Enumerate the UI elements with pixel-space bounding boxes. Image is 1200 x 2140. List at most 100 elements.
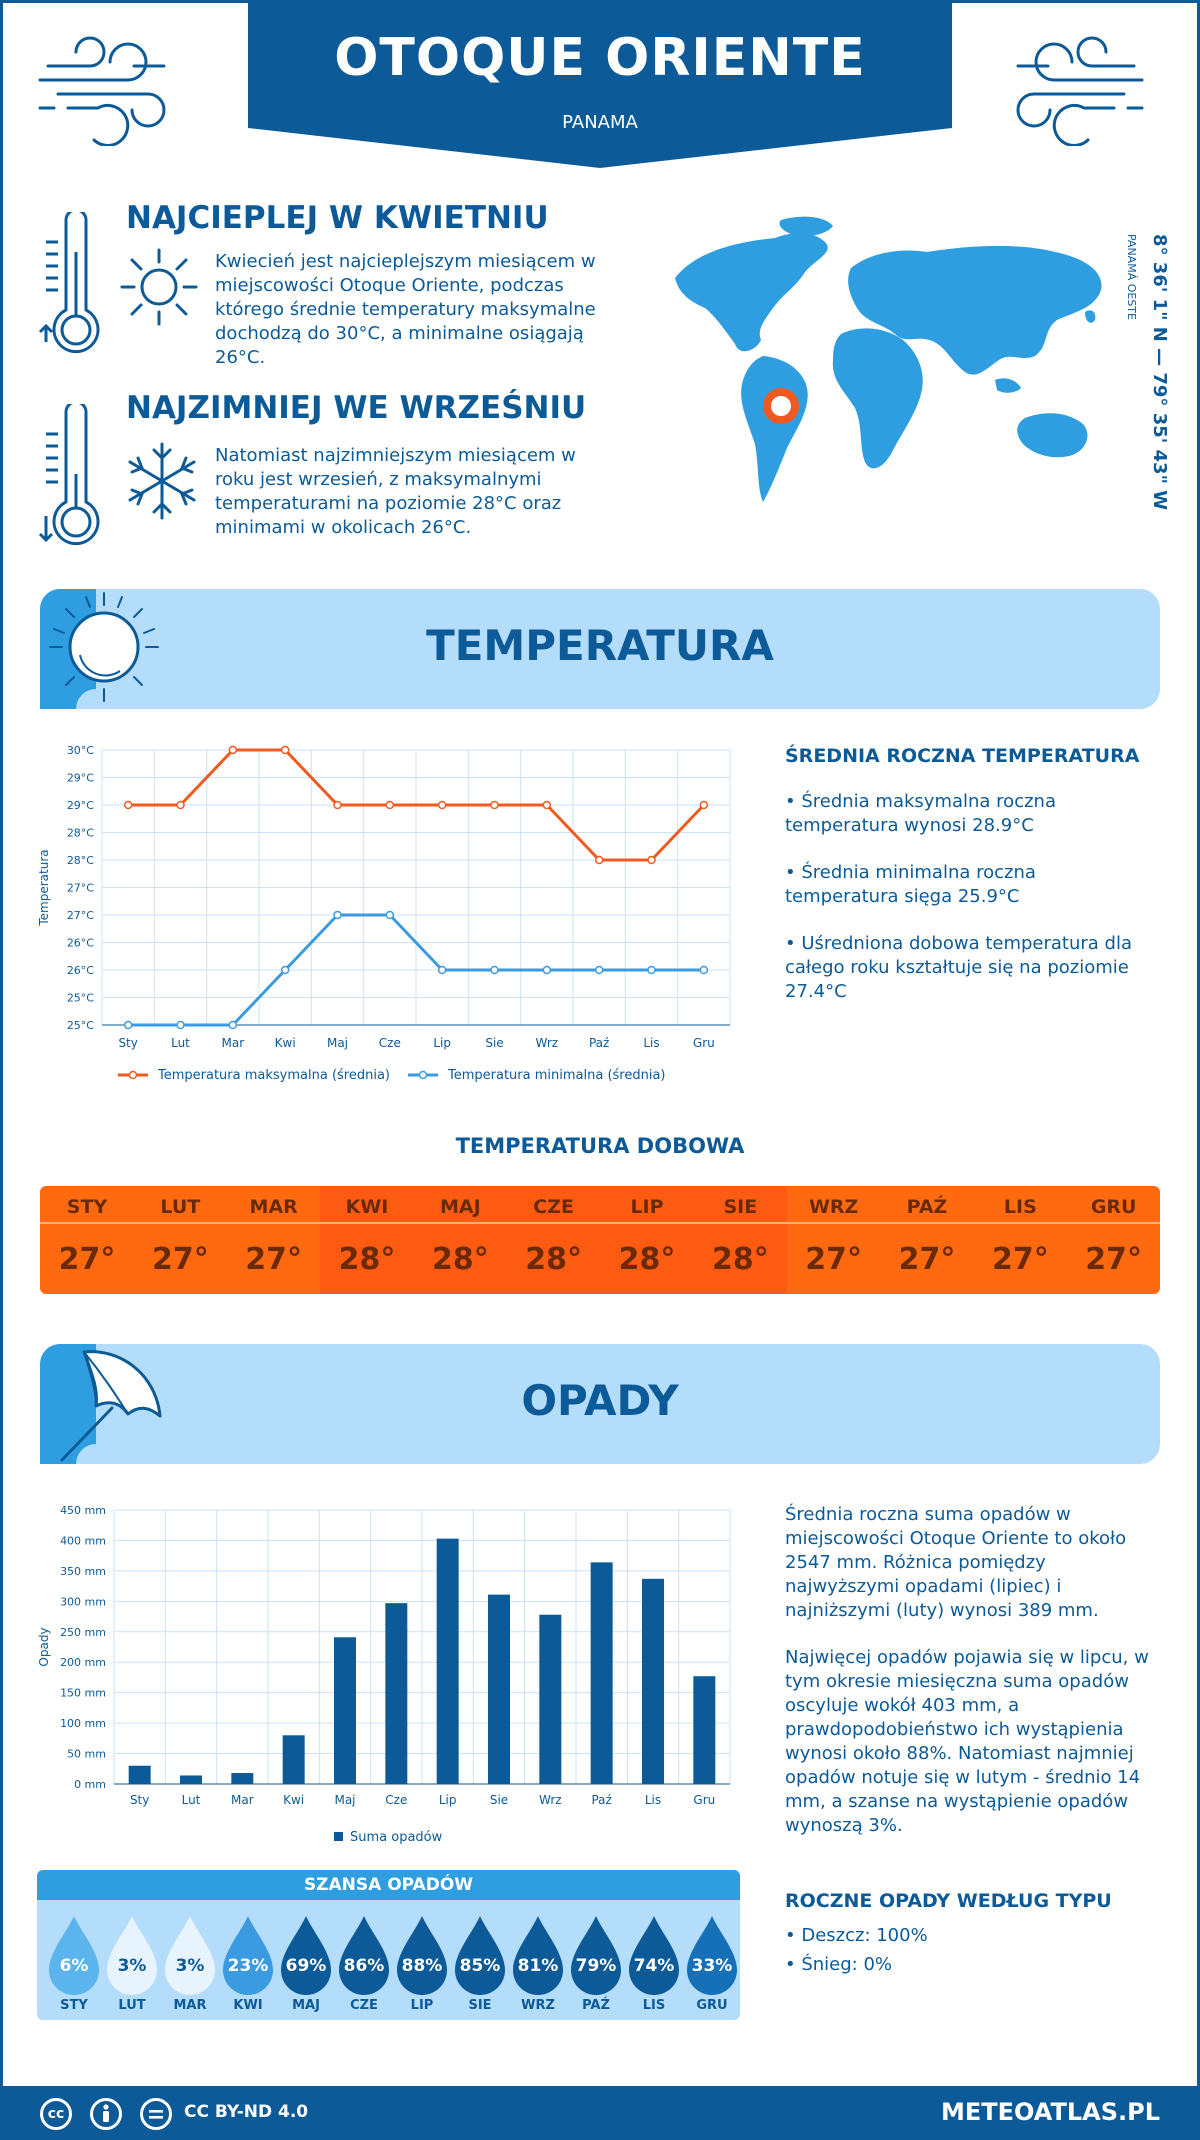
precip-type-rain: • Deszcz: 100% <box>785 1925 928 1946</box>
cc-icon: cc <box>40 2098 72 2130</box>
bar <box>590 1562 613 1784</box>
rain-chance-month: LIP <box>410 1998 434 2013</box>
x-tick-label: Lis <box>645 1793 661 1807</box>
precip-text-1: Średnia roczna suma opadów w miejscowośc… <box>785 1504 1127 1621</box>
bar <box>436 1538 459 1784</box>
y-tick-label: 27°C <box>67 882 94 895</box>
sun-icon <box>120 248 198 326</box>
warmest-text: Kwiecień jest najcieplejszym miesiącem w… <box>215 251 596 368</box>
x-tick-label: Mar <box>222 1036 245 1050</box>
daily-temperature-cell: WRZ 27° <box>786 1186 881 1294</box>
data-point <box>699 800 709 810</box>
data-point <box>542 800 552 810</box>
daily-temperature-cell: STY 27° <box>40 1186 134 1294</box>
daily-month-label: MAJ <box>439 1196 481 1218</box>
site-link[interactable]: METEOATLAS.PL <box>940 2098 1160 2126</box>
legend-label: Temperatura minimalna (średnia) <box>447 1068 665 1083</box>
daily-temperature-value: 27° <box>805 1242 863 1277</box>
daily-month-label: KWI <box>345 1196 389 1218</box>
y-tick-label: 29°C <box>67 799 94 812</box>
data-point <box>490 800 499 810</box>
y-tick-label: 250 mm <box>60 1626 106 1639</box>
x-tick-label: Gru <box>693 1793 715 1807</box>
y-tick-label: 400 mm <box>60 1534 106 1547</box>
daily-temperature-value: 27° <box>991 1242 1049 1277</box>
daily-month-label: PAŹ <box>906 1196 948 1218</box>
raindrop-icon <box>165 1916 215 1995</box>
x-tick-label: Sie <box>485 1036 503 1050</box>
rain-chance-panel: SZANSA OPADÓW 6% STY 3% LUT 3% MAR 23% KWI 69% MA… <box>37 1870 740 2020</box>
bar <box>231 1773 254 1784</box>
daily-temperature-value: 28° <box>711 1242 769 1277</box>
y-tick-label: 28°C <box>67 827 94 840</box>
daily-month-label: LUT <box>160 1196 201 1218</box>
license-label: CC BY-ND 4.0 <box>184 2102 309 2122</box>
raindrop-icon <box>49 1916 99 1995</box>
raindrop-icon <box>339 1916 389 1995</box>
snowflake-icon <box>128 442 196 520</box>
location-marker <box>763 388 799 424</box>
bar <box>693 1676 716 1784</box>
x-tick-label: Sty <box>130 1793 149 1807</box>
data-point <box>333 910 342 920</box>
precip-banner: OPADY <box>40 1344 1160 1464</box>
thermometer-warm-icon <box>38 212 100 354</box>
y-axis-label: Opady <box>37 1627 51 1666</box>
header-ribbon <box>248 0 952 168</box>
x-tick-label: Lip <box>433 1036 451 1050</box>
data-point <box>385 910 395 920</box>
rain-chance-value: 85% <box>459 1956 501 1976</box>
temperature-bullet-3: • Uśredniona dobowa temperatura dla całe… <box>785 933 1133 1002</box>
bar <box>488 1594 510 1784</box>
daily-temperature-value: 28° <box>431 1242 489 1277</box>
world-map <box>675 216 1102 502</box>
region-text: PANAMÁ OESTE <box>1125 234 1138 320</box>
sun-banner-icon <box>40 589 159 709</box>
precip-type-title: ROCZNE OPADY WEDŁUG TYPU <box>785 1890 1112 1912</box>
daily-temperature-cell: PAŹ 27° <box>880 1186 974 1294</box>
daily-month-label: LIS <box>1003 1196 1037 1218</box>
y-tick-label: 27°C <box>67 909 94 922</box>
bar <box>282 1735 305 1784</box>
y-tick-label: 25°C <box>67 992 94 1005</box>
bar <box>334 1637 356 1784</box>
raindrop-icon <box>571 1916 621 1995</box>
x-tick-label: Wrz <box>536 1036 559 1050</box>
x-tick-label: Lis <box>643 1036 659 1050</box>
daily-month-label: SIE <box>723 1196 758 1218</box>
region-block: PANAMÁ OESTE <box>1122 234 1138 354</box>
bar <box>128 1765 151 1784</box>
rain-chance-month: LUT <box>118 1998 146 2013</box>
x-tick-label: Kwi <box>283 1793 304 1807</box>
y-tick-label: 300 mm <box>60 1595 106 1608</box>
y-tick-label: 100 mm <box>60 1717 106 1730</box>
raindrop-icon <box>513 1916 563 1995</box>
data-point <box>542 965 552 975</box>
rain-chance-title: SZANSA OPADÓW <box>37 1870 740 1900</box>
rain-chance-month: MAR <box>173 1998 207 2013</box>
x-tick-label: Kwi <box>275 1036 296 1050</box>
precip-type-snow: • Śnieg: 0% <box>785 1954 893 1975</box>
y-axis-label: Temperatura <box>37 849 51 926</box>
y-tick-label: 29°C <box>67 772 94 785</box>
temperature-chart: 25°C 25°C 26°C 26°C 27°C 27°C 28°C 28°C 29°C 29°C… <box>37 744 731 1083</box>
data-point <box>123 800 133 810</box>
raindrop-icon <box>107 1916 157 1995</box>
y-tick-label: 28°C <box>67 854 94 867</box>
daily-temperature-cell: KWI 28° <box>320 1186 414 1294</box>
series-line <box>128 913 704 1027</box>
x-tick-label: Sty <box>118 1036 137 1050</box>
data-point <box>176 1020 185 1030</box>
x-tick-label: Maj <box>334 1793 355 1807</box>
data-point <box>228 1020 238 1030</box>
legend-marker <box>418 1070 428 1080</box>
bar <box>642 1578 664 1784</box>
daily-temperature-cell: LIP 28° <box>600 1186 694 1294</box>
rain-chance-month: WRZ <box>521 1998 555 2013</box>
bar <box>385 1603 408 1784</box>
daily-temperature-value: 27° <box>58 1242 116 1277</box>
data-point <box>647 965 656 975</box>
raindrop-icon <box>687 1916 737 1995</box>
rain-chance-month: LIS <box>642 1998 666 2013</box>
data-point <box>437 800 447 810</box>
